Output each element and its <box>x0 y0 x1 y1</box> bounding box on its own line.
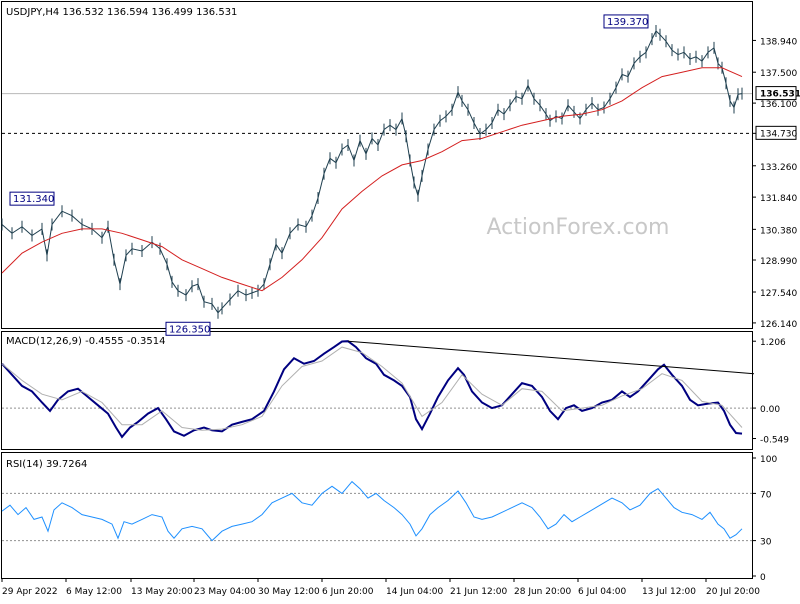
x-axis: 29 Apr 2022 6 May 12:00 13 May 20:00 23 May… <box>1 578 760 597</box>
y-tick-label: 70 <box>760 490 772 500</box>
series-line <box>347 340 755 375</box>
x-tick-label: 6 Jul 04:00 <box>578 587 627 597</box>
series-line <box>1 67 743 292</box>
y-tick-label: 137.500 <box>760 69 797 79</box>
rsi-layer: 100 70 30 0 <box>1 455 777 583</box>
y-tick-label: 1.206 <box>760 338 786 348</box>
y-tick-label: 130.380 <box>760 226 797 236</box>
y-tick-label: 131.840 <box>760 194 797 204</box>
price-chart-title: USDJPY,H4 136.532 136.594 136.499 136.53… <box>6 7 237 18</box>
support-label-box <box>755 125 797 140</box>
swing-label: 131.340 <box>13 194 54 205</box>
x-tick-label: 14 Jun 04:00 <box>386 587 443 597</box>
rsi-panel-frame <box>1 452 753 579</box>
watermark: ActionForex.com <box>487 215 670 240</box>
y-tick-label: -0.549 <box>760 436 789 446</box>
y-tick-label: 0.00 <box>760 405 780 415</box>
y-tick-label: 126.140 <box>760 320 797 330</box>
last-price-box <box>755 86 797 101</box>
x-tick-label: 21 Jun 12:00 <box>450 587 507 597</box>
macd-layer: 1.206 0.00 -0.549 <box>1 338 789 446</box>
x-tick-label: 6 May 12:00 <box>66 587 122 597</box>
y-tick-label: 127.540 <box>760 289 797 299</box>
series-line <box>1 480 743 542</box>
x-tick-label: 28 Jun 20:00 <box>514 587 571 597</box>
y-tick-label: 138.940 <box>760 37 797 47</box>
y-tick-label: 0 <box>760 573 766 583</box>
x-tick-label: 23 May 04:00 <box>194 587 256 597</box>
x-tick-label: 29 Apr 2022 <box>2 587 58 597</box>
swing-label: 126.350 <box>169 324 210 335</box>
series-line <box>1 346 743 431</box>
swing-label-box <box>165 321 211 336</box>
x-tick-label: 30 May 12:00 <box>258 587 320 597</box>
macd-panel-frame <box>1 331 753 450</box>
series-line <box>1 30 743 314</box>
support-label: 134.730 <box>760 129 797 139</box>
rsi-chart-title: RSI(14) 39.7264 <box>6 459 87 470</box>
swing-label-box <box>9 191 55 206</box>
price-panel-frame <box>1 1 753 329</box>
swing-label: 139.370 <box>607 17 648 28</box>
x-tick-label: 13 May 20:00 <box>131 587 193 597</box>
x-tick-label: 13 Jul 12:00 <box>642 587 696 597</box>
x-tick-label: 20 Jul 20:00 <box>706 587 760 597</box>
price-layer: 126.140 127.540 128.990 130.380 131.840 133.2… <box>1 14 800 336</box>
series-line <box>1 340 743 439</box>
y-tick-label: 30 <box>760 538 772 548</box>
y-tick-label: 100 <box>760 455 777 465</box>
y-tick-label: 136.100 <box>760 100 797 110</box>
swing-label-box <box>603 14 649 29</box>
last-price-label: 136.531 <box>760 90 800 100</box>
y-tick-label: 133.260 <box>760 163 797 173</box>
y-tick-label: 128.990 <box>760 257 797 267</box>
x-tick-label: 6 Jun 20:00 <box>322 587 374 597</box>
macd-chart-title: MACD(12,26,9) -0.4555 -0.3514 <box>6 336 166 347</box>
